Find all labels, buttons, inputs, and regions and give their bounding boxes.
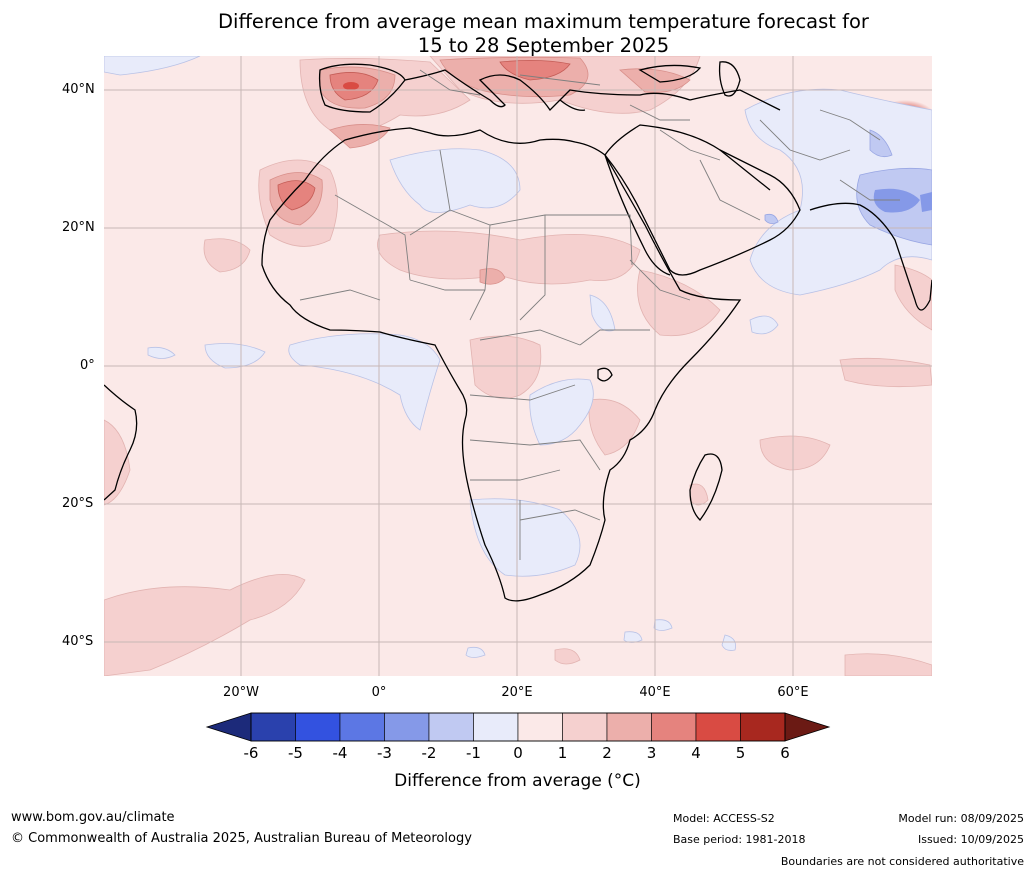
footer-model: Model: ACCESS-S2 (673, 812, 775, 825)
colorbar-extend-low (205, 712, 252, 742)
cool-anomaly-light (104, 56, 932, 658)
map-title-line1: Difference from average mean maximum tem… (218, 10, 869, 33)
colorbar-box (339, 712, 385, 742)
colorbar-box (428, 712, 474, 742)
colorbar-box (695, 712, 741, 742)
lon-label-20w: 20°W (223, 685, 259, 700)
footer-disclaimer: Boundaries are not considered authoritat… (780, 855, 1024, 868)
lon-label-40e: 40°E (639, 685, 671, 700)
map-plot-area (104, 56, 932, 676)
colorbar-tick: -3 (377, 744, 392, 762)
colorbar-tick: -5 (288, 744, 303, 762)
footer-copyright: © Commonwealth of Australia 2025, Austra… (11, 831, 472, 846)
colorbar-box (651, 712, 697, 742)
colorbar-box (295, 712, 341, 742)
lat-label-20s: 20°S (62, 496, 94, 511)
colorbar-box (517, 712, 563, 742)
footer-base-period: Base period: 1981-2018 (673, 833, 806, 846)
colorbar-box (740, 712, 786, 742)
lon-label-60e: 60°E (777, 685, 809, 700)
colorbar-tick: 4 (691, 744, 701, 762)
colorbar-tick: 6 (780, 744, 790, 762)
colorbar-tick: 5 (735, 744, 746, 762)
colorbar-box (384, 712, 430, 742)
lon-label-0: 0° (371, 685, 387, 700)
colorbar-box (606, 712, 652, 742)
footer-model-run: Model run: 08/09/2025 (898, 812, 1024, 825)
colorbar-tick: 1 (557, 744, 568, 762)
colorbar-tick: -1 (466, 744, 481, 762)
colorbar-boxes (250, 712, 786, 742)
colorbar (205, 712, 831, 742)
colorbar-title: Difference from average (°C) (394, 771, 641, 791)
colorbar-extend-high (784, 712, 831, 742)
colorbar-tick: 3 (646, 744, 657, 762)
country-borders (299, 69, 900, 560)
colorbar-tick: 2 (602, 744, 612, 762)
colorbar-box (562, 712, 608, 742)
lat-label-equator: 0° (80, 358, 95, 373)
footer-issued: Issued: 10/09/2025 (917, 833, 1024, 846)
map-title-line2: 15 to 28 September 2025 (417, 34, 670, 57)
colorbar-tick: -4 (332, 744, 348, 762)
colorbar-tick: -6 (243, 744, 259, 762)
colorbar-box (250, 712, 296, 742)
colorbar-outline (250, 712, 786, 742)
cool-anomaly-strong (873, 188, 932, 213)
colorbar-box (473, 712, 519, 742)
colorbar-tick: 0 (513, 744, 523, 762)
warm-anomaly-hot (343, 82, 359, 90)
footer-website[interactable]: www.bom.gov.au/climate (11, 810, 175, 825)
coastlines (104, 61, 932, 602)
lat-label-40s: 40°S (62, 634, 94, 649)
map-title: Difference from average mean maximum tem… (0, 10, 1035, 58)
graticule (104, 56, 932, 676)
lon-label-20e: 20°E (501, 685, 533, 700)
lat-label-40n: 40°N (62, 82, 95, 97)
colorbar-tick: -2 (421, 744, 437, 762)
lat-label-20n: 20°N (62, 220, 95, 235)
